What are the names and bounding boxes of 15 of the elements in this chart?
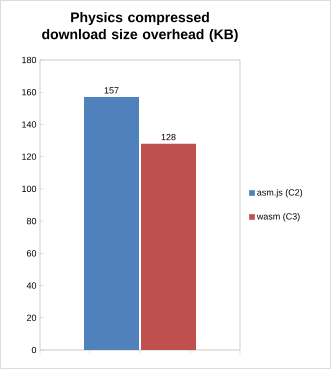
y-tick-label: 20: [26, 314, 36, 321]
y-tick-label: 40: [26, 282, 36, 289]
data-label: 128: [162, 134, 176, 140]
data-label: 157: [104, 87, 119, 94]
y-tick-label: 0: [32, 346, 36, 354]
y-tick-label: 120: [22, 153, 36, 160]
y-tick-label: 140: [22, 121, 36, 128]
y-tick-label: 100: [22, 186, 36, 192]
chart-title: Physics compressed download size overhead (KB): [42, 12, 238, 42]
y-tick-label: 160: [22, 89, 36, 96]
legend-label: asm.js (C2): [257, 189, 302, 198]
y-tick-label: 180: [22, 56, 36, 64]
y-tick-label: 60: [26, 250, 36, 257]
legend-label: wasm (C3): [256, 212, 300, 222]
y-tick-label: 80: [26, 218, 36, 224]
